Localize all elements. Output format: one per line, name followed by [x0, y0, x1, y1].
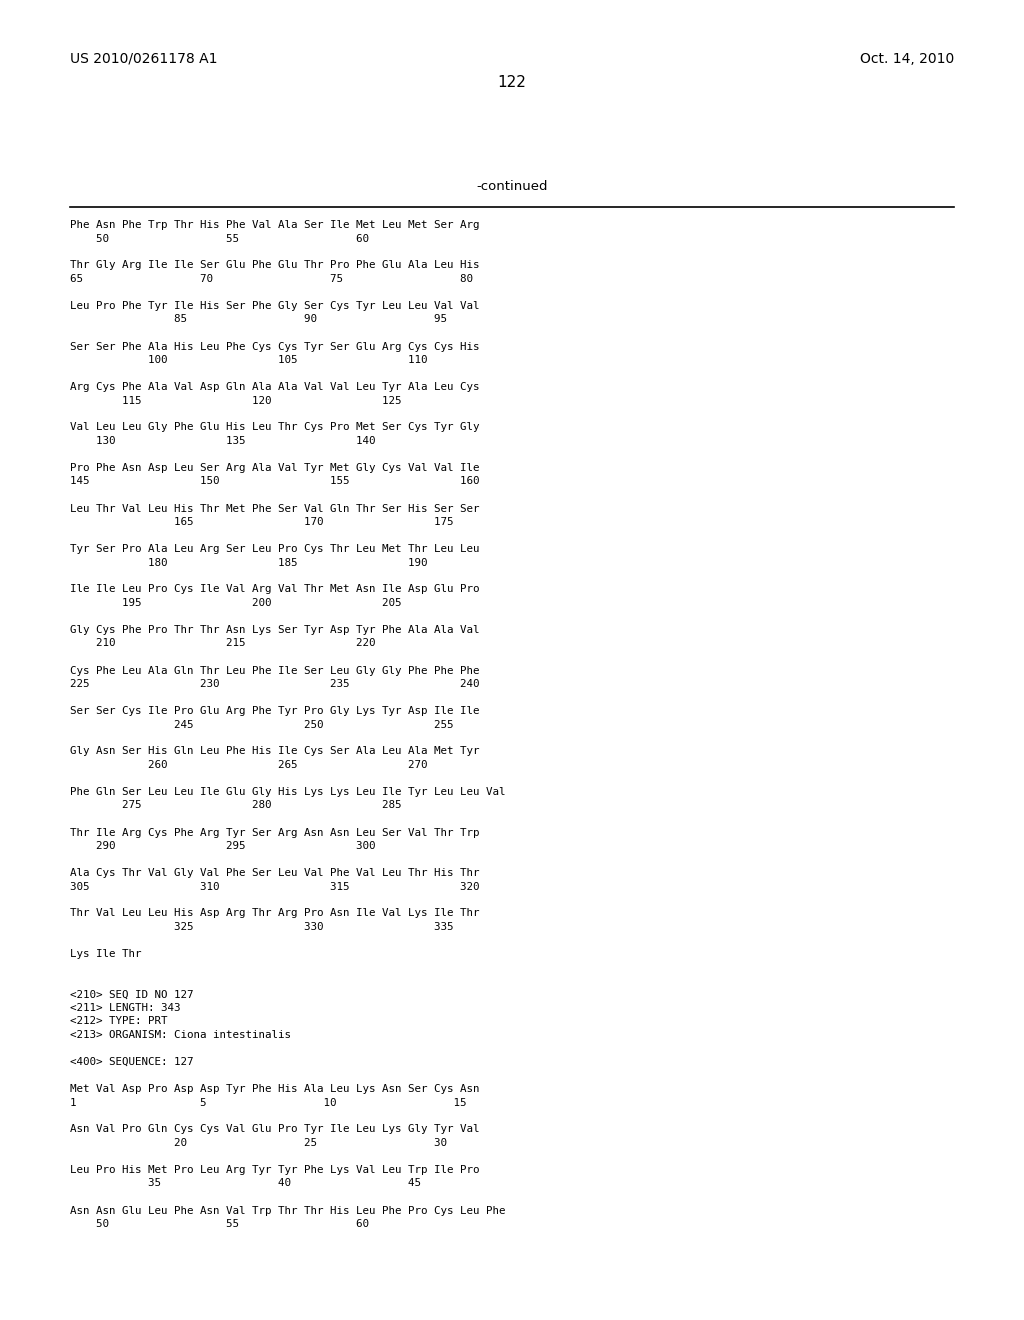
- Text: 290                 295                 300: 290 295 300: [70, 841, 376, 851]
- Text: Ile Ile Leu Pro Cys Ile Val Arg Val Thr Met Asn Ile Asp Glu Pro: Ile Ile Leu Pro Cys Ile Val Arg Val Thr …: [70, 585, 479, 594]
- Text: 115                 120                 125: 115 120 125: [70, 396, 401, 405]
- Text: 20                  25                  30: 20 25 30: [70, 1138, 447, 1148]
- Text: 210                 215                 220: 210 215 220: [70, 639, 376, 648]
- Text: 122: 122: [498, 75, 526, 90]
- Text: Oct. 14, 2010: Oct. 14, 2010: [860, 51, 954, 66]
- Text: <211> LENGTH: 343: <211> LENGTH: 343: [70, 1003, 180, 1012]
- Text: -continued: -continued: [476, 180, 548, 193]
- Text: Thr Gly Arg Ile Ile Ser Glu Phe Glu Thr Pro Phe Glu Ala Leu His: Thr Gly Arg Ile Ile Ser Glu Phe Glu Thr …: [70, 260, 479, 271]
- Text: <400> SEQUENCE: 127: <400> SEQUENCE: 127: [70, 1057, 194, 1067]
- Text: 180                 185                 190: 180 185 190: [70, 557, 427, 568]
- Text: 100                 105                 110: 100 105 110: [70, 355, 427, 366]
- Text: Leu Pro His Met Pro Leu Arg Tyr Tyr Phe Lys Val Leu Trp Ile Pro: Leu Pro His Met Pro Leu Arg Tyr Tyr Phe …: [70, 1166, 479, 1175]
- Text: <212> TYPE: PRT: <212> TYPE: PRT: [70, 1016, 168, 1027]
- Text: Val Leu Leu Gly Phe Glu His Leu Thr Cys Pro Met Ser Cys Tyr Gly: Val Leu Leu Gly Phe Glu His Leu Thr Cys …: [70, 422, 479, 433]
- Text: 195                 200                 205: 195 200 205: [70, 598, 401, 609]
- Text: Thr Ile Arg Cys Phe Arg Tyr Ser Arg Asn Asn Leu Ser Val Thr Trp: Thr Ile Arg Cys Phe Arg Tyr Ser Arg Asn …: [70, 828, 479, 837]
- Text: Asn Val Pro Gln Cys Cys Val Glu Pro Tyr Ile Leu Lys Gly Tyr Val: Asn Val Pro Gln Cys Cys Val Glu Pro Tyr …: [70, 1125, 479, 1134]
- Text: Phe Asn Phe Trp Thr His Phe Val Ala Ser Ile Met Leu Met Ser Arg: Phe Asn Phe Trp Thr His Phe Val Ala Ser …: [70, 220, 479, 230]
- Text: 245                 250                 255: 245 250 255: [70, 719, 454, 730]
- Text: Phe Gln Ser Leu Leu Ile Glu Gly His Lys Lys Leu Ile Tyr Leu Leu Val: Phe Gln Ser Leu Leu Ile Glu Gly His Lys …: [70, 787, 506, 797]
- Text: 275                 280                 285: 275 280 285: [70, 800, 401, 810]
- Text: Ser Ser Cys Ile Pro Glu Arg Phe Tyr Pro Gly Lys Tyr Asp Ile Ile: Ser Ser Cys Ile Pro Glu Arg Phe Tyr Pro …: [70, 706, 479, 715]
- Text: Gly Cys Phe Pro Thr Thr Asn Lys Ser Tyr Asp Tyr Phe Ala Ala Val: Gly Cys Phe Pro Thr Thr Asn Lys Ser Tyr …: [70, 624, 479, 635]
- Text: 145                 150                 155                 160: 145 150 155 160: [70, 477, 479, 487]
- Text: Ser Ser Phe Ala His Leu Phe Cys Cys Tyr Ser Glu Arg Cys Cys His: Ser Ser Phe Ala His Leu Phe Cys Cys Tyr …: [70, 342, 479, 351]
- Text: 325                 330                 335: 325 330 335: [70, 921, 454, 932]
- Text: Asn Asn Glu Leu Phe Asn Val Trp Thr Thr His Leu Phe Pro Cys Leu Phe: Asn Asn Glu Leu Phe Asn Val Trp Thr Thr …: [70, 1205, 506, 1216]
- Text: 165                 170                 175: 165 170 175: [70, 517, 454, 527]
- Text: 85                  90                  95: 85 90 95: [70, 314, 447, 325]
- Text: 65                  70                  75                  80: 65 70 75 80: [70, 275, 473, 284]
- Text: Ala Cys Thr Val Gly Val Phe Ser Leu Val Phe Val Leu Thr His Thr: Ala Cys Thr Val Gly Val Phe Ser Leu Val …: [70, 869, 479, 878]
- Text: Arg Cys Phe Ala Val Asp Gln Ala Ala Val Val Leu Tyr Ala Leu Cys: Arg Cys Phe Ala Val Asp Gln Ala Ala Val …: [70, 381, 479, 392]
- Text: Tyr Ser Pro Ala Leu Arg Ser Leu Pro Cys Thr Leu Met Thr Leu Leu: Tyr Ser Pro Ala Leu Arg Ser Leu Pro Cys …: [70, 544, 479, 554]
- Text: Thr Val Leu Leu His Asp Arg Thr Arg Pro Asn Ile Val Lys Ile Thr: Thr Val Leu Leu His Asp Arg Thr Arg Pro …: [70, 908, 479, 919]
- Text: Leu Pro Phe Tyr Ile His Ser Phe Gly Ser Cys Tyr Leu Leu Val Val: Leu Pro Phe Tyr Ile His Ser Phe Gly Ser …: [70, 301, 479, 312]
- Text: 50                  55                  60: 50 55 60: [70, 234, 369, 243]
- Text: <213> ORGANISM: Ciona intestinalis: <213> ORGANISM: Ciona intestinalis: [70, 1030, 291, 1040]
- Text: Leu Thr Val Leu His Thr Met Phe Ser Val Gln Thr Ser His Ser Ser: Leu Thr Val Leu His Thr Met Phe Ser Val …: [70, 503, 479, 513]
- Text: 1                   5                  10                  15: 1 5 10 15: [70, 1097, 467, 1107]
- Text: <210> SEQ ID NO 127: <210> SEQ ID NO 127: [70, 990, 194, 999]
- Text: Pro Phe Asn Asp Leu Ser Arg Ala Val Tyr Met Gly Cys Val Val Ile: Pro Phe Asn Asp Leu Ser Arg Ala Val Tyr …: [70, 463, 479, 473]
- Text: US 2010/0261178 A1: US 2010/0261178 A1: [70, 51, 217, 66]
- Text: Cys Phe Leu Ala Gln Thr Leu Phe Ile Ser Leu Gly Gly Phe Phe Phe: Cys Phe Leu Ala Gln Thr Leu Phe Ile Ser …: [70, 665, 479, 676]
- Text: 260                 265                 270: 260 265 270: [70, 760, 427, 770]
- Text: Met Val Asp Pro Asp Asp Tyr Phe His Ala Leu Lys Asn Ser Cys Asn: Met Val Asp Pro Asp Asp Tyr Phe His Ala …: [70, 1084, 479, 1094]
- Text: 225                 230                 235                 240: 225 230 235 240: [70, 678, 479, 689]
- Text: 130                 135                 140: 130 135 140: [70, 436, 376, 446]
- Text: Gly Asn Ser His Gln Leu Phe His Ile Cys Ser Ala Leu Ala Met Tyr: Gly Asn Ser His Gln Leu Phe His Ile Cys …: [70, 747, 479, 756]
- Text: 50                  55                  60: 50 55 60: [70, 1218, 369, 1229]
- Text: 305                 310                 315                 320: 305 310 315 320: [70, 882, 479, 891]
- Text: Lys Ile Thr: Lys Ile Thr: [70, 949, 141, 960]
- Text: 35                  40                  45: 35 40 45: [70, 1179, 421, 1188]
